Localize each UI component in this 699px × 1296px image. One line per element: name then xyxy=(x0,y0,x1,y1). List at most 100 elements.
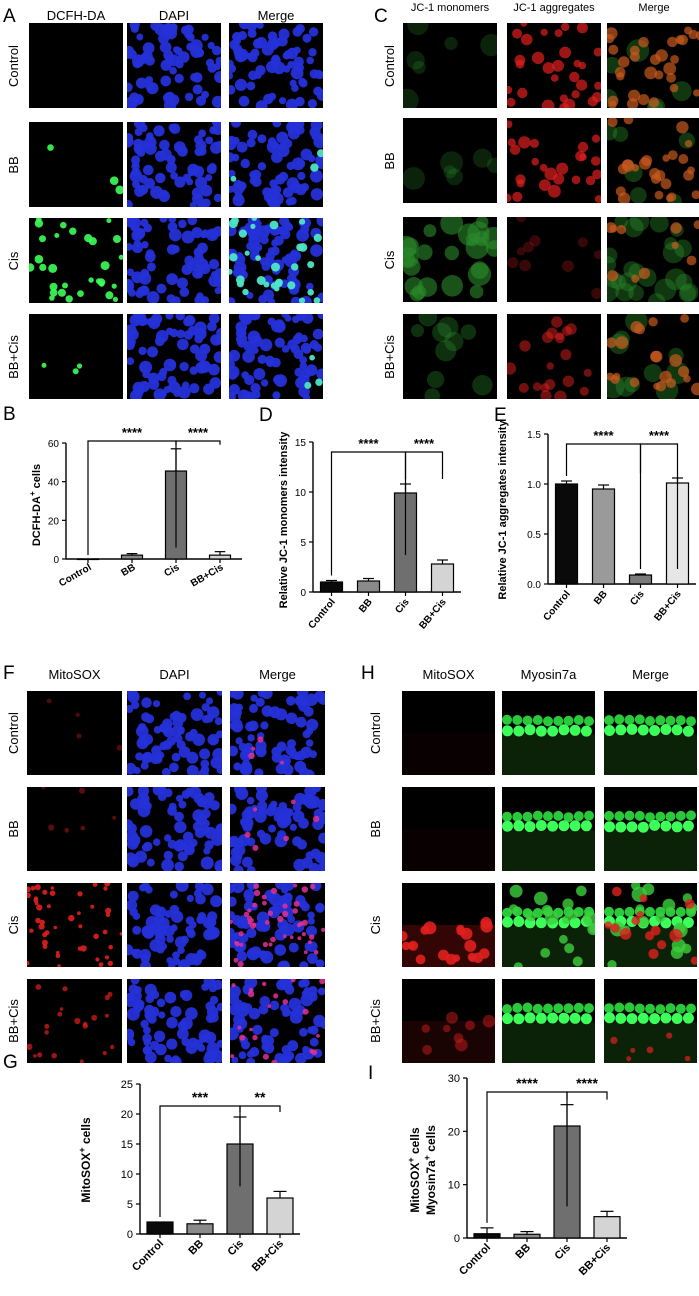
chart-d-jc1-monomers: 0 5 10 15 Relative JC-1 monomers intensity Co… xyxy=(278,431,461,631)
chart-I-bar xyxy=(513,1233,541,1239)
panel-letter-f: F xyxy=(3,663,15,684)
chart-E-bar xyxy=(554,483,579,585)
gridH-col-title-2: Merge xyxy=(632,667,669,682)
gridA-tile-r2-c0 xyxy=(29,218,123,303)
chart-B-sig-label: **** xyxy=(122,425,143,440)
chart-I-xtick-label: BB xyxy=(513,1242,533,1262)
gridA-tile-r1-c1 xyxy=(127,122,221,207)
gridC-tile-r1-c0 xyxy=(403,118,497,203)
chart-B-bar xyxy=(120,554,144,560)
chart-E-sig-label: **** xyxy=(649,428,670,443)
chart-D-ytick-label: 15 xyxy=(295,438,307,449)
gridC-row-label-0: Control xyxy=(382,44,397,87)
gridF-col-title-0: MitoSOX xyxy=(48,667,101,682)
chart-D-ytick-label: 5 xyxy=(300,538,306,549)
gridC-tile-r3-c0 xyxy=(403,314,497,399)
chart-D-ytick-label: 10 xyxy=(295,488,307,499)
gridF-tile-r0-c1 xyxy=(127,691,222,775)
chart-I-sig-label: **** xyxy=(516,1075,538,1091)
chart-B-bar xyxy=(208,554,232,560)
chart-g-mitosox: 0 5 10 15 20 25 MitoSOX+ cells Control BB Cis BB+C… xyxy=(77,1079,300,1274)
gridA-col-title-1: DAPI xyxy=(158,8,190,23)
chart-B-ylabel: DCFH-DA+ cells xyxy=(28,464,43,546)
gridF-tile-r0-c2 xyxy=(230,691,325,775)
gridH-tile-r1-c2 xyxy=(604,787,697,871)
chart-E-ytick-label: 1.5 xyxy=(527,430,541,441)
gridH-tile-r1-c1 xyxy=(502,787,595,871)
panel-letter-c: C xyxy=(374,6,388,27)
chart-G-bar xyxy=(146,1221,174,1235)
gridC-tile-r1-c2 xyxy=(607,118,699,203)
chart-B-xtick-label: Control xyxy=(57,562,93,589)
chart-E-xtick-label: BB xyxy=(592,589,610,607)
chart-G-ytick-label: 10 xyxy=(121,1169,133,1181)
chart-B-xtick-label: BB+Cis xyxy=(189,562,226,590)
gridC-row-label-2: Cis xyxy=(382,250,397,269)
chart-G-bar xyxy=(186,1223,214,1235)
panel-letter-i: I xyxy=(368,1063,374,1084)
chart-E-ytick-label: 0.0 xyxy=(527,580,541,591)
gridF-tile-r0-c0 xyxy=(27,691,122,775)
chart-E-bar xyxy=(628,574,653,585)
gridF-row-label-2: Cis xyxy=(6,915,21,935)
chart-E-sig-bracket xyxy=(639,443,679,569)
chart-G-ytick-label: 15 xyxy=(121,1139,133,1151)
gridH-col-title-0: MitoSOX xyxy=(422,667,475,682)
chart-B-xtick-label: Cis xyxy=(163,562,182,580)
chart-I-ylabel: MitoSOX+ cells xyxy=(406,1127,422,1213)
gridH-tile-r0-c1 xyxy=(502,691,595,775)
chart-D-xtick-label: Cis xyxy=(393,597,412,616)
gridA-row-label-3: BB+Cis xyxy=(6,334,21,379)
gridA-tile-r1-c0 xyxy=(29,122,123,207)
chart-I-xtick-label: Cis xyxy=(553,1242,574,1263)
chart-G-xtick-label: BB+Cis xyxy=(250,1238,286,1274)
chart-I-xtick-label: Control xyxy=(457,1242,493,1278)
gridA-tile-r1-c2 xyxy=(229,122,323,207)
chart-D-sig-label: **** xyxy=(414,436,435,451)
chart-D-bar xyxy=(319,581,344,593)
chart-E-xtick-label: Control xyxy=(542,589,573,623)
gridC-tile-r0-c0 xyxy=(403,23,497,108)
chart-B-sig-bracket xyxy=(87,440,177,555)
chart-G-xtick-label: Cis xyxy=(226,1238,247,1259)
chart-I-ytick-label: 30 xyxy=(448,1073,460,1085)
chart-I-bar xyxy=(593,1216,621,1239)
gridC-tile-r1-c1 xyxy=(507,118,601,203)
chart-B-ytick-label: 60 xyxy=(48,439,60,450)
gridC-tile-r3-c1 xyxy=(507,314,601,399)
chart-E-sig-bracket xyxy=(565,443,642,569)
panel-letter-b: B xyxy=(3,404,16,425)
chart-G-ytick-label: 25 xyxy=(121,1079,133,1091)
chart-G-bar xyxy=(266,1197,294,1235)
gridF-tile-r2-c0 xyxy=(27,883,122,967)
panel-letter-e: E xyxy=(494,405,507,426)
chart-D-bar xyxy=(356,580,381,593)
chart-G-ylabel: MitoSOX+ cells xyxy=(77,1117,93,1203)
gridF-tile-r1-c1 xyxy=(127,787,222,871)
gridA-row-label-0: Control xyxy=(6,44,21,87)
gridH-tile-r1-c0 xyxy=(402,787,495,871)
gridC-tile-r2-c2 xyxy=(607,217,699,302)
gridF-col-title-2: Merge xyxy=(259,667,296,682)
panel-letter-d: D xyxy=(259,405,273,426)
chart-E-ytick-label: 1.0 xyxy=(527,480,541,491)
chart-I-ytick-label: 10 xyxy=(448,1180,460,1192)
gridA-tile-r0-c2 xyxy=(229,23,323,108)
gridC-tile-r3-c2 xyxy=(607,314,699,399)
chart-I-ytick-label: 0 xyxy=(454,1233,460,1245)
gridA-tile-r2-c1 xyxy=(127,218,221,303)
chart-B-sig-label: **** xyxy=(188,425,209,440)
gridH-tile-r2-c0 xyxy=(402,883,495,967)
gridC-tile-r0-c1 xyxy=(507,23,601,108)
chart-E-ytick-label: 0.5 xyxy=(527,530,541,541)
chart-e-jc1-aggregates: 0.0 0.5 1.0 1.5 Relative JC-1 aggregates int… xyxy=(497,420,696,623)
chart-E-xtick-label: Cis xyxy=(628,589,647,608)
chart-B-sig-bracket xyxy=(175,440,221,548)
chart-G-sig-bracket xyxy=(239,1105,281,1187)
gridF-row-label-3: BB+Cis xyxy=(6,999,21,1043)
gridH-tile-r3-c1 xyxy=(502,979,595,1063)
chart-D-ylabel: Relative JC-1 monomers intensity xyxy=(278,431,290,609)
gridH-col-title-1: Myosin7a xyxy=(520,667,577,682)
panel-letter-a: A xyxy=(3,6,16,27)
